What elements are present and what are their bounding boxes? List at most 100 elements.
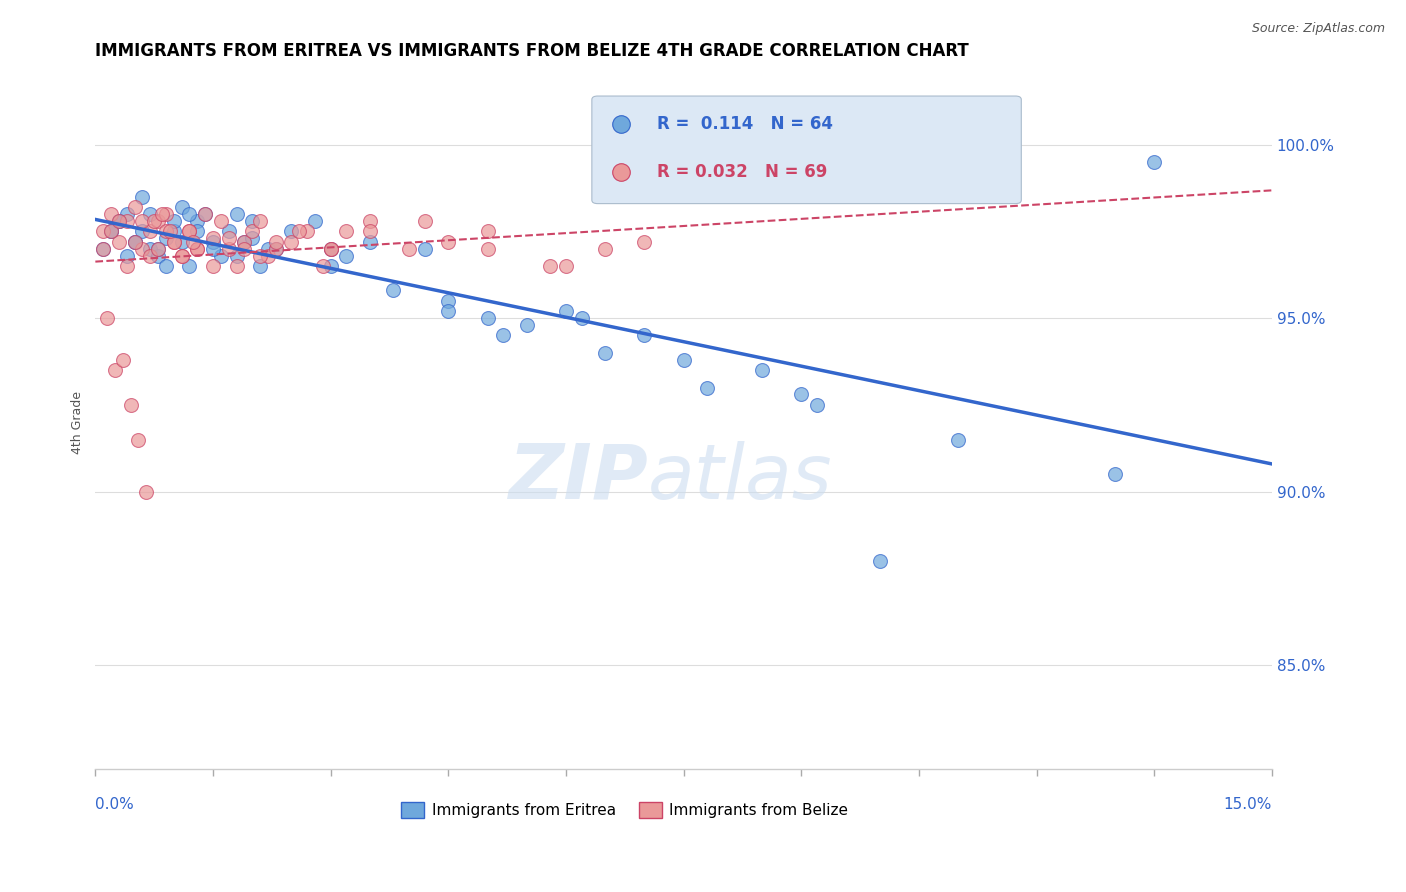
- Point: [139, 242, 162, 256]
- Point: [264, 242, 287, 256]
- Text: 0.0%: 0.0%: [96, 797, 134, 812]
- Point: [790, 387, 813, 401]
- Point: [120, 398, 142, 412]
- Point: [477, 224, 499, 238]
- Point: [492, 328, 515, 343]
- Point: [186, 224, 208, 238]
- Point: [280, 235, 302, 249]
- Point: [179, 207, 201, 221]
- Point: [240, 214, 263, 228]
- Point: [139, 249, 162, 263]
- Point: [179, 224, 201, 238]
- Point: [186, 242, 208, 256]
- Point: [155, 231, 177, 245]
- Point: [633, 235, 655, 249]
- Point: [437, 235, 460, 249]
- Point: [335, 224, 357, 238]
- Point: [413, 242, 436, 256]
- Point: [312, 259, 335, 273]
- Point: [201, 259, 224, 273]
- Point: [108, 235, 131, 249]
- Point: [593, 346, 616, 360]
- Point: [413, 214, 436, 228]
- Point: [257, 249, 280, 263]
- Point: [633, 328, 655, 343]
- Point: [100, 224, 122, 238]
- Point: [257, 242, 280, 256]
- Point: [124, 235, 146, 249]
- Point: [124, 235, 146, 249]
- Point: [319, 242, 342, 256]
- Point: [139, 207, 162, 221]
- Point: [100, 207, 122, 221]
- Point: [108, 214, 131, 228]
- Point: [1143, 155, 1166, 169]
- Point: [201, 242, 224, 256]
- Point: [91, 242, 114, 256]
- Point: [104, 363, 127, 377]
- Point: [163, 224, 186, 238]
- Point: [186, 242, 208, 256]
- Point: [249, 249, 271, 263]
- Point: [218, 224, 240, 238]
- Point: [146, 242, 169, 256]
- Point: [131, 189, 153, 203]
- Point: [869, 554, 891, 568]
- Point: [218, 242, 240, 256]
- Point: [225, 207, 247, 221]
- Point: [806, 398, 828, 412]
- Text: R = 0.032   N = 69: R = 0.032 N = 69: [657, 163, 827, 181]
- Text: 15.0%: 15.0%: [1223, 797, 1272, 812]
- Point: [108, 214, 131, 228]
- Point: [751, 363, 773, 377]
- Point: [359, 224, 381, 238]
- Point: [115, 207, 138, 221]
- Point: [186, 214, 208, 228]
- Point: [359, 214, 381, 228]
- Point: [131, 242, 153, 256]
- Point: [201, 231, 224, 245]
- Point: [264, 235, 287, 249]
- Point: [124, 200, 146, 214]
- Point: [91, 242, 114, 256]
- Point: [225, 249, 247, 263]
- Point: [571, 311, 593, 326]
- Point: [155, 207, 177, 221]
- Point: [225, 259, 247, 273]
- Point: [163, 235, 186, 249]
- Point: [335, 249, 357, 263]
- Point: [155, 259, 177, 273]
- Point: [696, 380, 718, 394]
- Point: [135, 484, 157, 499]
- Point: [183, 235, 205, 249]
- Point: [131, 224, 153, 238]
- Point: [516, 318, 538, 332]
- Point: [146, 242, 169, 256]
- Point: [218, 231, 240, 245]
- Legend: Immigrants from Eritrea, Immigrants from Belize: Immigrants from Eritrea, Immigrants from…: [395, 796, 855, 824]
- Point: [155, 224, 177, 238]
- Point: [194, 207, 217, 221]
- Point: [538, 259, 561, 273]
- Point: [240, 224, 263, 238]
- Point: [295, 224, 318, 238]
- Point: [398, 242, 420, 256]
- Point: [555, 259, 578, 273]
- Point: [96, 311, 118, 326]
- Point: [170, 200, 193, 214]
- Point: [359, 235, 381, 249]
- Point: [139, 224, 162, 238]
- FancyBboxPatch shape: [592, 96, 1021, 203]
- Point: [437, 304, 460, 318]
- Point: [1104, 467, 1126, 482]
- Point: [201, 235, 224, 249]
- Point: [593, 242, 616, 256]
- Y-axis label: 4th Grade: 4th Grade: [72, 391, 84, 454]
- Point: [264, 242, 287, 256]
- Point: [437, 293, 460, 308]
- Point: [319, 242, 342, 256]
- Point: [304, 214, 326, 228]
- Point: [128, 433, 150, 447]
- Point: [288, 224, 311, 238]
- Point: [179, 224, 201, 238]
